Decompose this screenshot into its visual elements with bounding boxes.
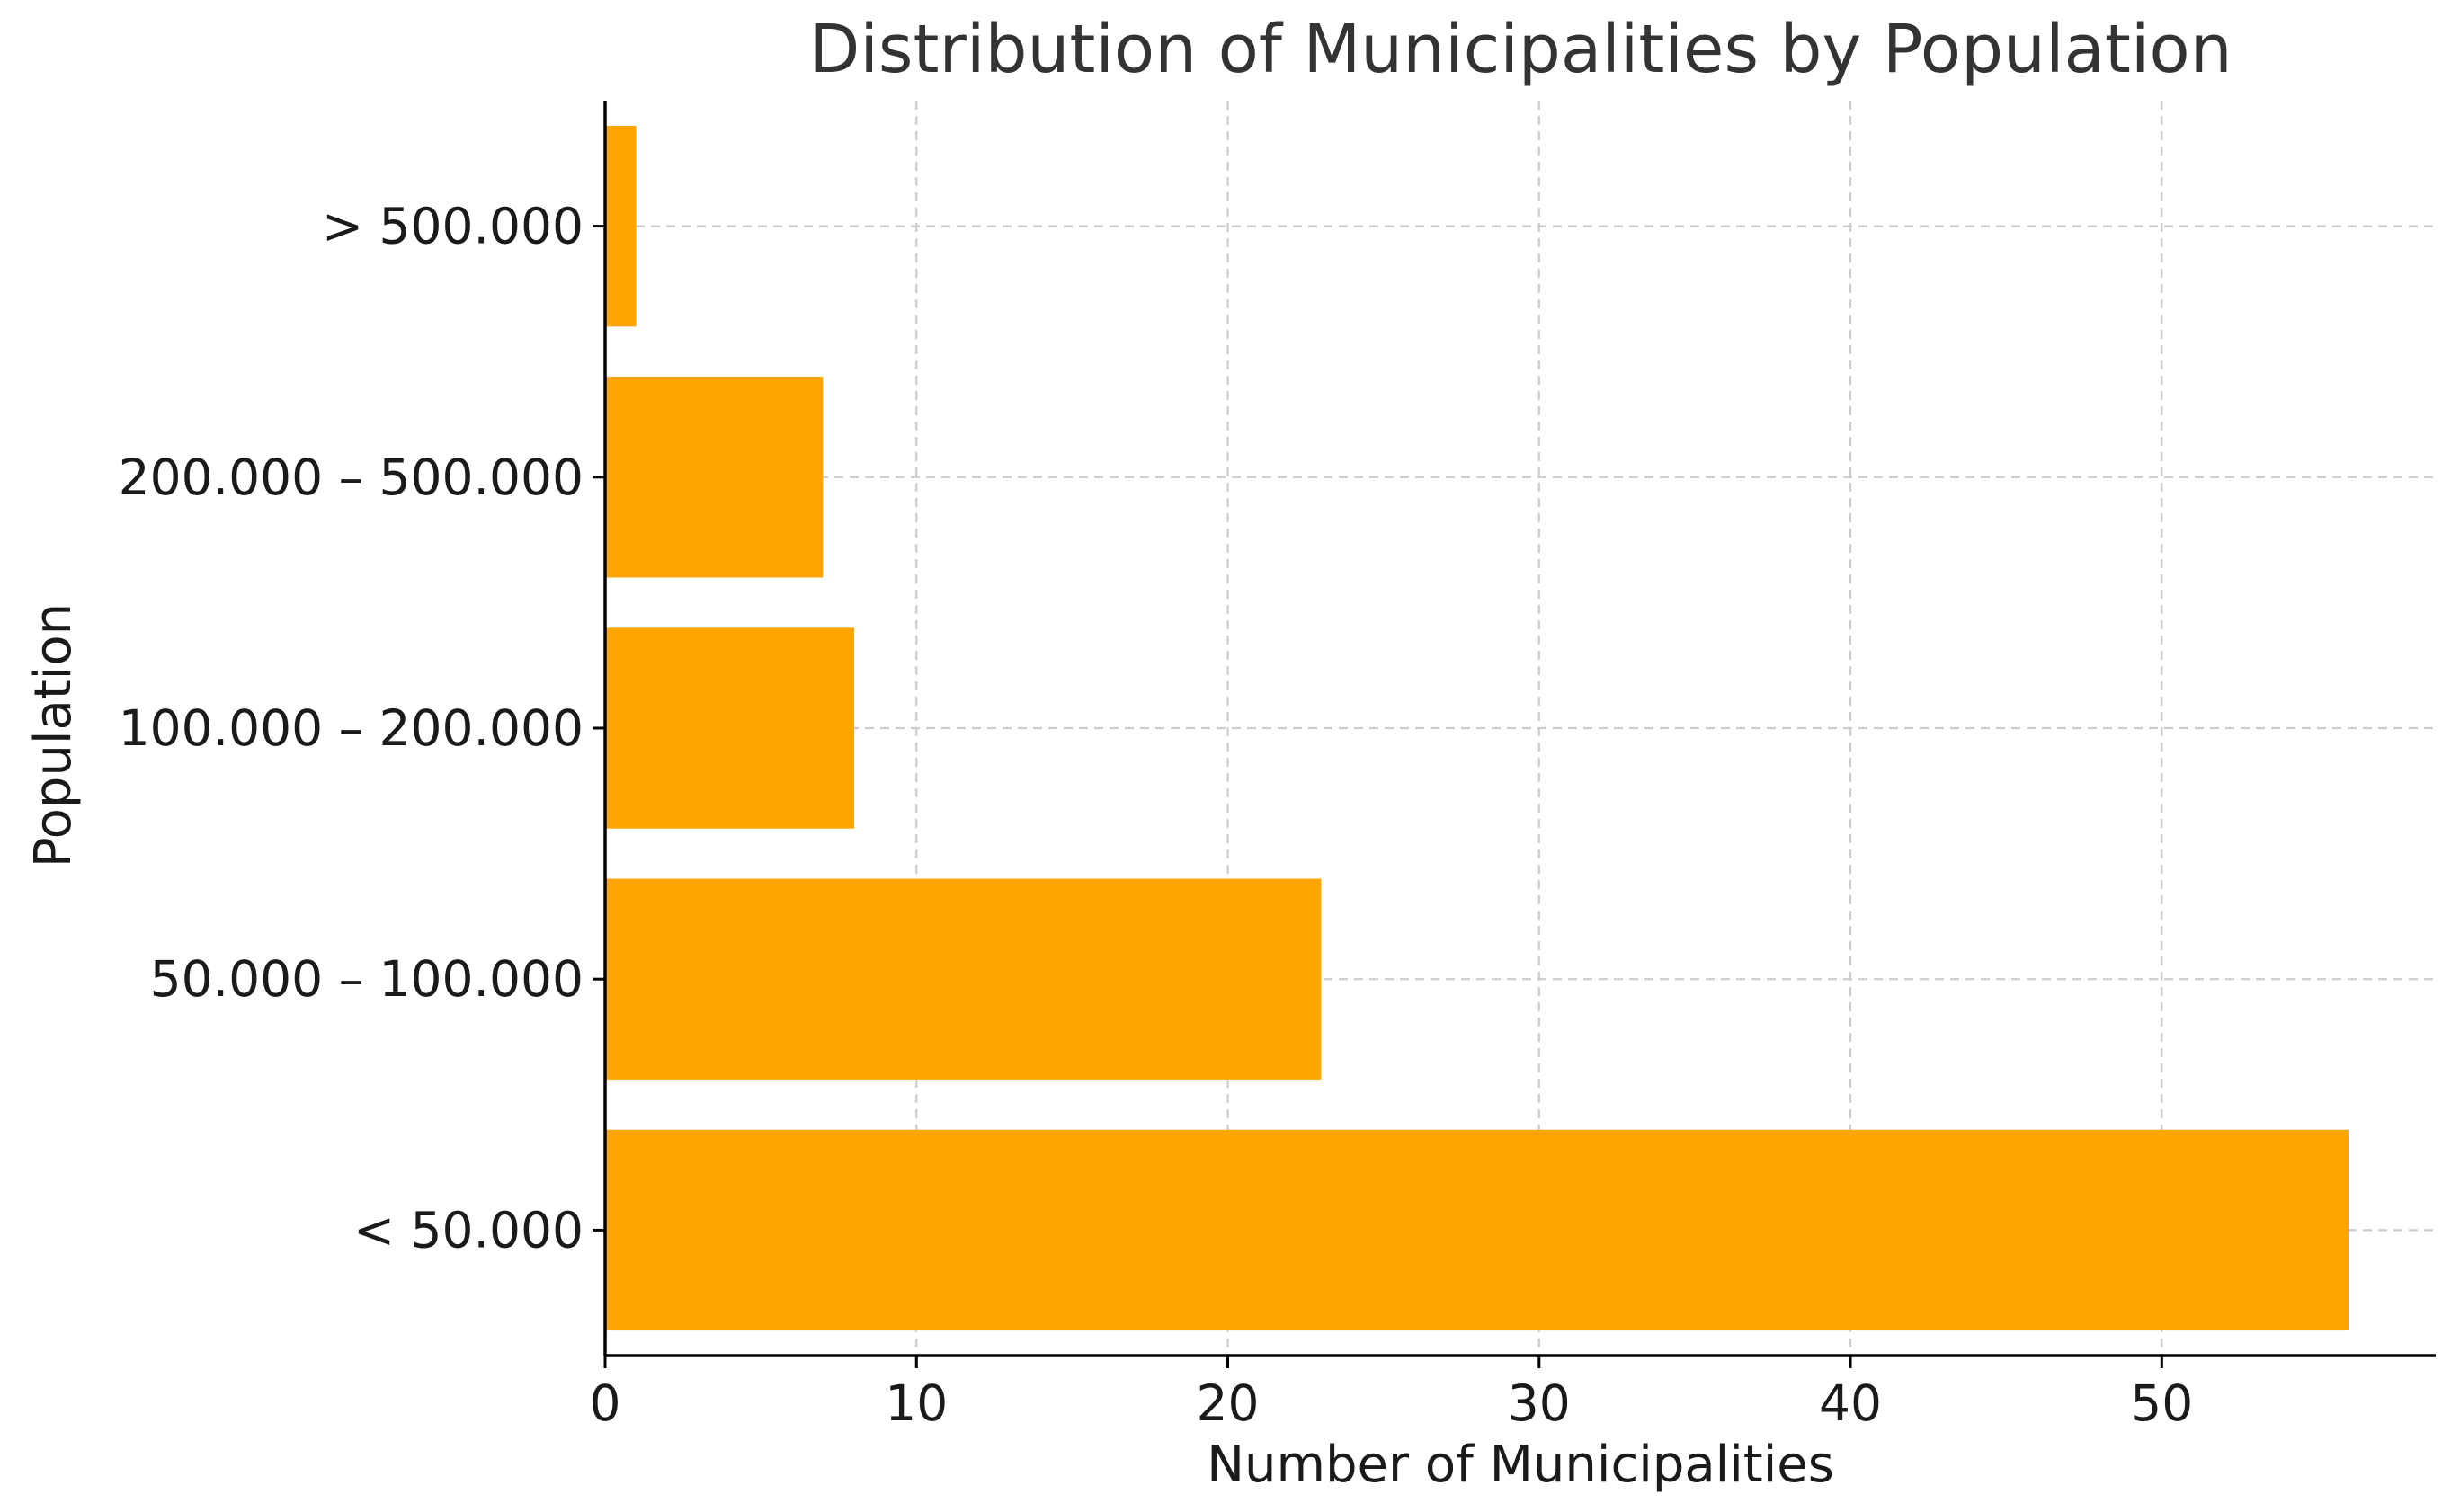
bar-2 bbox=[605, 627, 855, 829]
bar-1 bbox=[605, 878, 1322, 1080]
bar-3 bbox=[605, 377, 824, 578]
x-tick-label-30: 30 bbox=[1508, 1374, 1571, 1432]
y-axis-ticks: < 50.000 50.000 – 100.000 100.000 – 200.00… bbox=[119, 198, 605, 1259]
y-axis-label: Population bbox=[24, 603, 83, 867]
chart-title: Distribution of Municipalities by Popula… bbox=[808, 11, 2232, 88]
x-axis-ticks: 0 10 20 30 40 50 bbox=[590, 1356, 2193, 1432]
y-tick-label-3: 200.000 – 500.000 bbox=[119, 449, 584, 506]
y-tick-label-0: < 50.000 bbox=[353, 1201, 584, 1259]
x-tick-label-10: 10 bbox=[885, 1374, 948, 1432]
y-tick-label-1: 50.000 – 100.000 bbox=[150, 950, 584, 1008]
x-tick-label-20: 20 bbox=[1197, 1374, 1260, 1432]
x-tick-label-40: 40 bbox=[1819, 1374, 1882, 1432]
y-tick-label-4: > 500.000 bbox=[322, 198, 584, 255]
x-axis-label: Number of Municipalities bbox=[1207, 1436, 1834, 1494]
y-tick-label-2: 100.000 – 200.000 bbox=[119, 699, 584, 757]
bars bbox=[605, 125, 2349, 1331]
bar-0 bbox=[605, 1129, 2349, 1331]
x-tick-label-0: 0 bbox=[590, 1374, 621, 1432]
x-tick-label-50: 50 bbox=[2130, 1374, 2193, 1432]
bar-4 bbox=[605, 125, 637, 327]
